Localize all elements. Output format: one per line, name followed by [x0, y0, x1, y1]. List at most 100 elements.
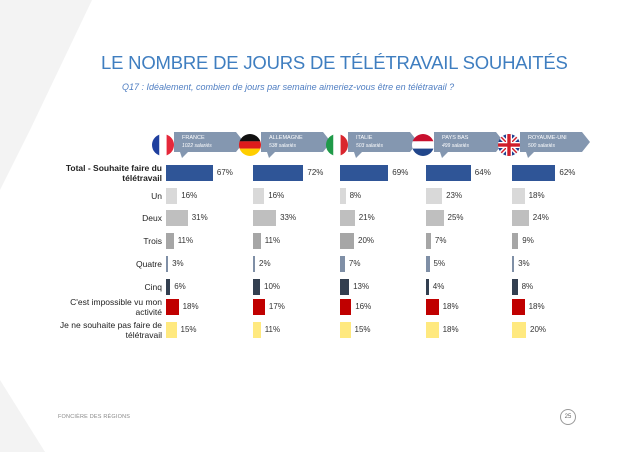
germany-flag-icon [239, 134, 261, 156]
category-ne-souhaite-pas-label: Je ne souhaite pas faire de télétravail [59, 320, 162, 340]
country-tag-france: FRANCE 1022 salariés [174, 132, 244, 158]
value-label-italie-un: 8% [349, 191, 362, 200]
country-name-pays-bas: PAYS BAS [442, 135, 469, 141]
value-label-italie-cinq: 13% [353, 282, 370, 291]
value-label-allemagne-deux: 33% [280, 213, 297, 222]
value-label-royaume-uni-deux: 24% [532, 213, 549, 222]
footer-company: FONCIÈRE DES RÉGIONS [58, 414, 131, 420]
bar-italie-deux [340, 210, 355, 226]
bar-allemagne-ne-souhaite-pas [253, 322, 261, 338]
value-label-allemagne-cinq: 10% [264, 282, 281, 291]
bar-royaume-uni-quatre [512, 256, 515, 272]
value-label-allemagne-quatre: 2% [259, 259, 271, 268]
sample-size-allemagne: 538 salariés [269, 143, 296, 149]
value-label-royaume-uni-cinq: 8% [521, 282, 534, 291]
value-label-pays-bas-cinq: 4% [432, 282, 445, 291]
uk-flag-icon [498, 134, 520, 156]
value-label-allemagne-impossible: 17% [268, 302, 285, 311]
bar-royaume-uni-ne-souhaite-pas [512, 322, 526, 338]
bar-allemagne-total [253, 165, 304, 181]
sample-size-royaume-uni: 500 salariés [528, 143, 555, 149]
bar-pays-bas-total [426, 165, 471, 181]
value-label-royaume-uni-un: 18% [528, 191, 545, 200]
page-number: 25 [560, 409, 576, 425]
value-label-pays-bas-deux: 25% [447, 213, 464, 222]
netherlands-flag-icon [412, 134, 434, 156]
country-tag-pays-bas: PAYS BAS 499 salariés [434, 132, 504, 158]
category-total-label: Total - Souhaite faire du télétravail [65, 163, 162, 183]
category-quatre-label: Quatre [136, 259, 162, 269]
page-title: LE NOMBRE DE JOURS DE TÉLÉTRAVAIL SOUHAI… [101, 52, 568, 73]
bar-pays-bas-impossible [426, 299, 439, 315]
bar-allemagne-impossible [253, 299, 265, 315]
value-label-allemagne-ne-souhaite-pas: 11% [264, 325, 281, 334]
category-trois-label: Trois [143, 236, 162, 246]
italy-flag-icon [326, 134, 348, 156]
bar-pays-bas-deux [426, 210, 444, 226]
value-label-royaume-uni-trois: 9% [522, 236, 534, 245]
bar-pays-bas-ne-souhaite-pas [426, 322, 439, 338]
value-label-royaume-uni-quatre: 3% [518, 259, 530, 268]
bar-italie-impossible [340, 299, 352, 315]
value-label-pays-bas-quatre: 5% [433, 259, 446, 268]
bar-royaume-uni-un [512, 188, 525, 204]
bar-allemagne-trois [253, 233, 261, 249]
value-label-italie-ne-souhaite-pas: 15% [354, 325, 371, 334]
bar-italie-total [340, 165, 389, 181]
country-name-france: FRANCE [182, 135, 205, 141]
country-name-royaume-uni: ROYAUME-UNI [528, 135, 567, 141]
country-tag-italie: ITALIE 503 salariés [348, 132, 418, 158]
bar-italie-trois [340, 233, 354, 249]
france-flag-icon [152, 134, 174, 156]
value-label-italie-total: 69% [392, 168, 409, 177]
bar-allemagne-cinq [253, 279, 260, 295]
value-label-france-total: 67% [216, 168, 233, 177]
bar-allemagne-un [253, 188, 265, 204]
country-name-italie: ITALIE [356, 135, 373, 141]
value-label-italie-trois: 20% [358, 236, 375, 245]
bar-royaume-uni-total [512, 165, 556, 181]
sample-size-pays-bas: 499 salariés [442, 143, 469, 149]
question-subtitle: Q17 : Idéalement, combien de jours par s… [122, 82, 455, 92]
bar-italie-un [340, 188, 346, 204]
bar-italie-quatre [340, 256, 345, 272]
bar-pays-bas-trois [426, 233, 431, 249]
value-label-pays-bas-ne-souhaite-pas: 18% [442, 325, 459, 334]
value-label-france-impossible: 18% [182, 302, 199, 311]
bar-italie-ne-souhaite-pas [340, 322, 351, 338]
value-label-italie-impossible: 16% [355, 302, 372, 311]
value-label-france-trois: 11% [177, 236, 194, 245]
value-label-france-deux: 31% [191, 213, 208, 222]
sample-size-france: 1022 salariés [182, 143, 212, 149]
bar-italie-cinq [340, 279, 350, 295]
bar-france-deux [166, 210, 188, 226]
value-label-pays-bas-total: 64% [474, 168, 491, 177]
value-label-allemagne-trois: 11% [264, 236, 281, 245]
bar-royaume-uni-impossible [512, 299, 525, 315]
bar-royaume-uni-cinq [512, 279, 518, 295]
value-label-pays-bas-un: 23% [446, 191, 463, 200]
value-label-italie-quatre: 7% [348, 259, 361, 268]
sample-size-italie: 503 salariés [356, 143, 383, 149]
country-tag-allemagne: ALLEMAGNE 538 salariés [261, 132, 331, 158]
category-impossible-label: C'est impossible vu mon activité [70, 297, 162, 317]
value-label-royaume-uni-ne-souhaite-pas: 20% [530, 325, 547, 334]
bar-france-ne-souhaite-pas [166, 322, 177, 338]
bar-allemagne-deux [253, 210, 277, 226]
bar-france-total [166, 165, 213, 181]
value-label-pays-bas-trois: 7% [434, 236, 447, 245]
bar-france-un [166, 188, 178, 204]
value-label-italie-deux: 21% [358, 213, 375, 222]
value-label-france-un: 16% [181, 191, 198, 200]
category-deux-label: Deux [142, 213, 162, 223]
value-label-france-quatre: 3% [172, 259, 184, 268]
bar-pays-bas-quatre [426, 256, 430, 272]
bar-france-quatre [166, 256, 169, 272]
value-label-royaume-uni-total: 62% [559, 168, 576, 177]
bar-pays-bas-cinq [426, 279, 429, 295]
value-label-france-cinq: 6% [174, 282, 186, 291]
bar-france-trois [166, 233, 174, 249]
value-label-allemagne-total: 72% [307, 168, 324, 177]
country-tag-royaume-uni: ROYAUME-UNI 500 salariés [520, 132, 590, 158]
